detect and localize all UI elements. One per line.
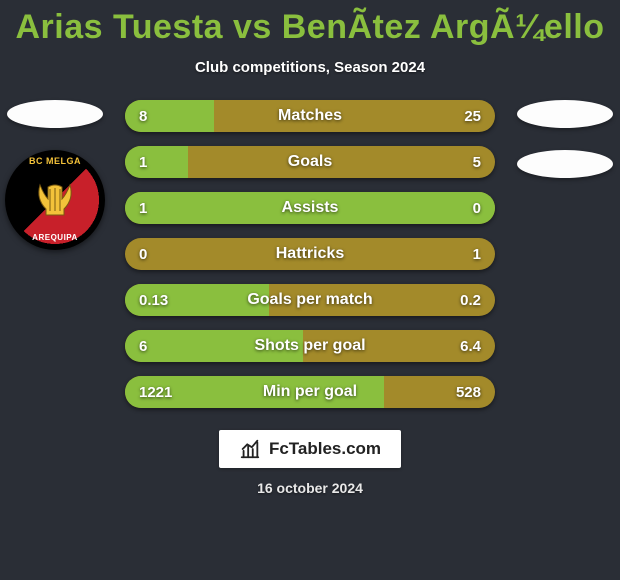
left-club-badge: BC MELGA AREQUIPA (5, 150, 105, 250)
stat-fill (125, 376, 384, 408)
stat-label: Hattricks (125, 245, 495, 263)
stat-row: 0.13Goals per match0.2 (125, 284, 495, 316)
fctables-badge: FcTables.com (219, 430, 401, 468)
footer: FcTables.com 16 october 2024 (0, 430, 620, 496)
stat-fill (125, 330, 303, 362)
fctables-label: FcTables.com (269, 439, 381, 459)
stat-fill (125, 192, 495, 224)
club-top-text: BC MELGA (29, 156, 81, 166)
stat-right-value: 6.4 (460, 338, 481, 355)
right-column (510, 100, 620, 178)
player-placeholder-left (7, 100, 103, 128)
stat-fill (125, 146, 188, 178)
page-title: Arias Tuesta vs BenÃ­tez ArgÃ¼ello (0, 0, 620, 47)
lyre-icon (34, 179, 76, 221)
stats-list: 8Matches25 1Goals5 1Assists0 0Hattricks1 0.1… (125, 100, 495, 408)
club-bottom-text: AREQUIPA (32, 233, 78, 242)
subtitle: Club competitions, Season 2024 (0, 59, 620, 76)
comparison-content: BC MELGA AREQUIPA 8Matches25 1Goals5 1Assi… (0, 100, 620, 408)
stat-fill (125, 284, 269, 316)
player-placeholder-right (517, 100, 613, 128)
stat-fill (125, 100, 214, 132)
stat-right-value: 25 (464, 108, 481, 125)
stat-row: 1Goals5 (125, 146, 495, 178)
stat-right-value: 0.2 (460, 292, 481, 309)
stat-right-value: 5 (473, 154, 481, 171)
left-column: BC MELGA AREQUIPA (0, 100, 110, 250)
stat-left-value: 0 (139, 246, 147, 263)
stat-row: 1221Min per goal528 (125, 376, 495, 408)
stat-row: 8Matches25 (125, 100, 495, 132)
date-text: 16 october 2024 (257, 480, 363, 496)
club-placeholder-right (517, 150, 613, 178)
chart-icon (239, 438, 261, 460)
stat-row: 6Shots per goal6.4 (125, 330, 495, 362)
stat-row: 1Assists0 (125, 192, 495, 224)
stat-right-value: 1 (473, 246, 481, 263)
stat-row: 0Hattricks1 (125, 238, 495, 270)
stat-right-value: 528 (456, 384, 481, 401)
